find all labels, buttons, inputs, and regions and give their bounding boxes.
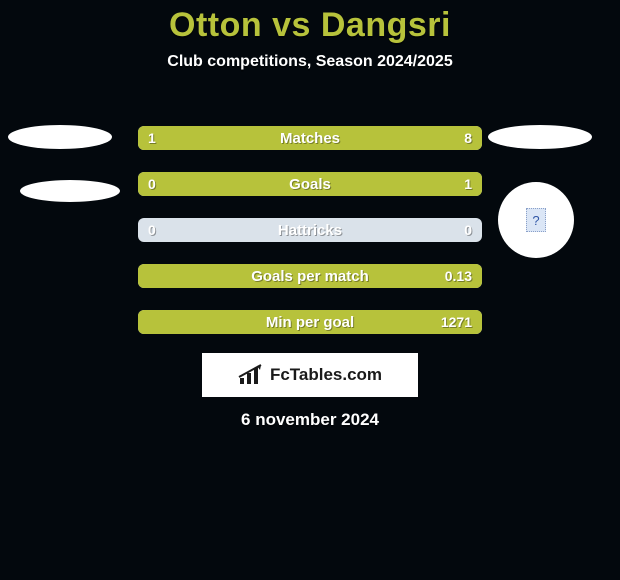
source-badge-text: FcTables.com xyxy=(270,365,382,385)
stat-value-right: 0.13 xyxy=(445,264,472,288)
stat-row: Hattricks0 0 xyxy=(138,218,482,242)
stat-rows: Matches18Goals01Hattricks00Goals per mat… xyxy=(138,126,482,356)
stat-label: Goals per match xyxy=(138,264,482,288)
decor-ellipse-left-2 xyxy=(20,180,120,202)
source-badge: FcTables.com xyxy=(202,353,418,397)
date-text: 6 november 2024 xyxy=(0,410,620,430)
stat-value-left: 1 xyxy=(148,126,156,150)
player-avatar-placeholder: ? xyxy=(498,182,574,258)
page-subtitle: Club competitions, Season 2024/2025 xyxy=(0,53,620,71)
stat-label: Goals xyxy=(138,172,482,196)
stat-row: Goals per match0.13 xyxy=(138,264,482,288)
stat-value-right: 0 xyxy=(464,218,472,242)
stat-label: Matches xyxy=(138,126,482,150)
decor-ellipse-right-1 xyxy=(488,125,592,149)
stat-row: Goals0 1 xyxy=(138,172,482,196)
stat-value-right: 1 xyxy=(464,172,472,196)
stat-row: Min per goal1271 xyxy=(138,310,482,334)
avatar-glyph: ? xyxy=(532,213,539,228)
stat-value-right: 1271 xyxy=(441,310,472,334)
comparison-infographic: Otton vs Dangsri Club competitions, Seas… xyxy=(0,0,620,580)
stat-value-right: 8 xyxy=(464,126,472,150)
stat-row: Matches1 8 xyxy=(138,126,482,150)
decor-ellipse-left-1 xyxy=(8,125,112,149)
stat-label: Min per goal xyxy=(138,310,482,334)
stat-label: Hattricks xyxy=(138,218,482,242)
page-title: Otton vs Dangsri xyxy=(0,0,620,45)
avatar-unknown-icon: ? xyxy=(526,208,546,232)
bars-icon xyxy=(238,364,264,386)
stat-value-left: 0 xyxy=(148,218,156,242)
stat-value-left: 0 xyxy=(148,172,156,196)
